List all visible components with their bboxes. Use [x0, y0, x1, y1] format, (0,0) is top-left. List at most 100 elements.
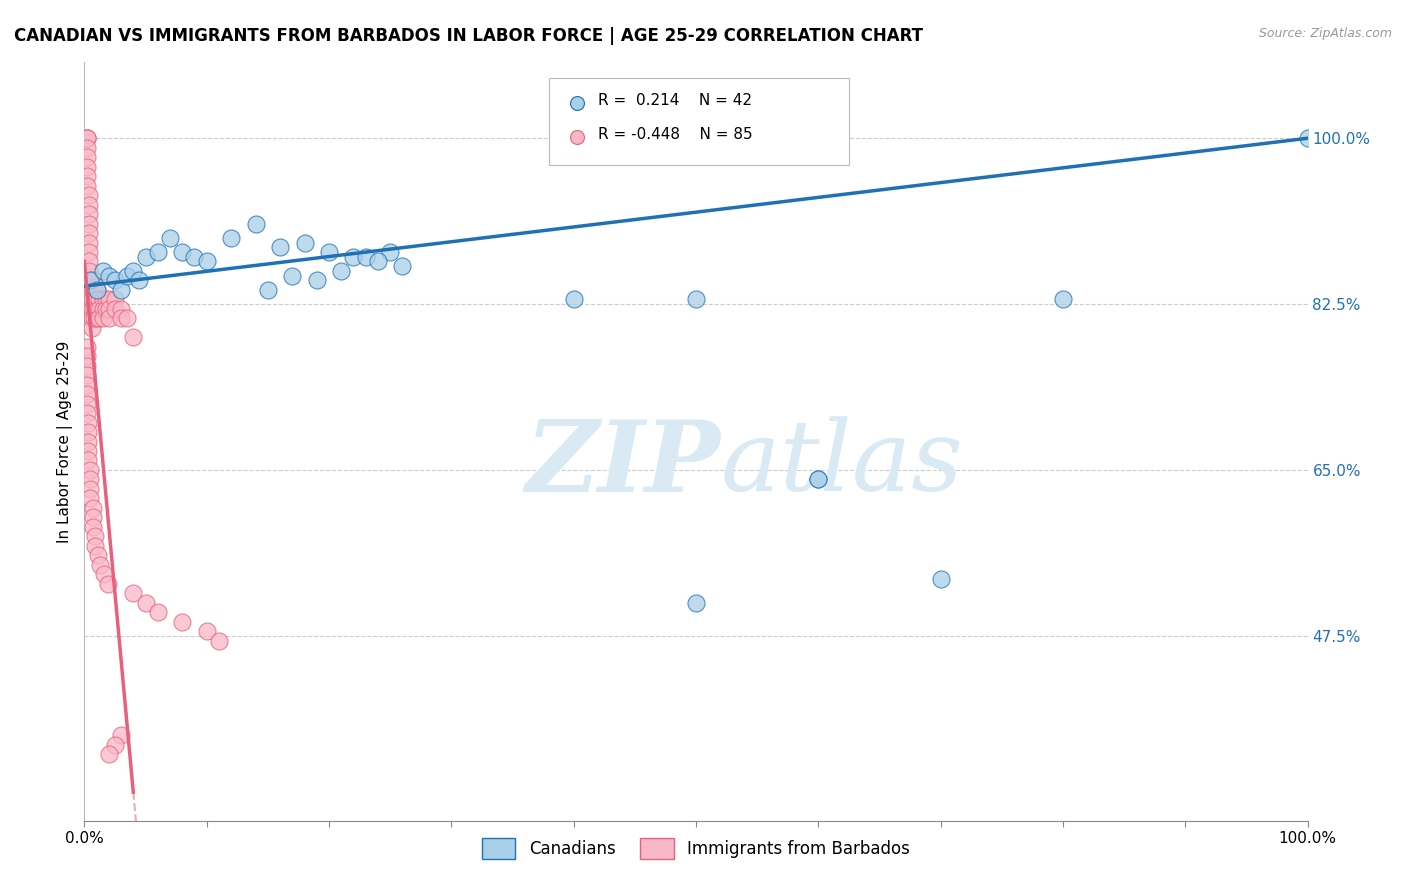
Point [110, 301, 132, 316]
Point [83, 273, 105, 287]
Point [685, 293, 707, 307]
Point [318, 245, 340, 260]
Point [89, 558, 111, 572]
Point [82, 510, 104, 524]
Point [83, 293, 105, 307]
Text: R =  0.214    N = 42: R = 0.214 N = 42 [598, 93, 752, 108]
Point [97, 268, 120, 283]
Point [380, 245, 402, 260]
Point [77, 434, 100, 449]
Point [76, 169, 98, 184]
Point [104, 273, 127, 287]
Point [91, 264, 114, 278]
Point [77, 453, 100, 467]
Point [80, 293, 103, 307]
Point [269, 240, 291, 254]
Point [87, 301, 110, 316]
Point [115, 311, 138, 326]
Point [76, 359, 98, 373]
Point [122, 586, 145, 600]
Point [257, 283, 280, 297]
Point [76, 131, 98, 145]
Point [76, 160, 98, 174]
Point [807, 473, 830, 487]
Point [91, 293, 114, 307]
Point [172, 615, 194, 629]
Point [135, 596, 157, 610]
Point [76, 397, 98, 411]
Point [79, 482, 101, 496]
Point [76, 340, 98, 354]
Point [685, 596, 707, 610]
Point [87, 548, 110, 563]
Point [77, 425, 100, 439]
Point [77, 188, 100, 202]
Point [97, 747, 120, 762]
Point [96, 293, 118, 307]
Point [77, 226, 100, 240]
Point [97, 301, 120, 316]
Legend: Canadians, Immigrants from Barbados: Canadians, Immigrants from Barbados [475, 831, 917, 865]
Point [76, 131, 98, 145]
Point [76, 377, 98, 392]
Point [195, 624, 218, 639]
Text: Source: ZipAtlas.com: Source: ZipAtlas.com [1258, 27, 1392, 40]
Text: R = -0.448    N = 85: R = -0.448 N = 85 [598, 127, 752, 142]
Point [87, 311, 110, 326]
Point [76, 141, 98, 155]
Point [82, 520, 104, 534]
Point [80, 273, 103, 287]
Point [1052, 293, 1074, 307]
Point [97, 311, 120, 326]
Point [135, 250, 157, 264]
Point [82, 500, 104, 515]
Point [79, 491, 101, 506]
Point [391, 259, 413, 273]
Point [128, 273, 150, 287]
Point [567, 224, 589, 238]
Text: CANADIAN VS IMMIGRANTS FROM BARBADOS IN LABOR FORCE | AGE 25-29 CORRELATION CHAR: CANADIAN VS IMMIGRANTS FROM BARBADOS IN … [14, 27, 924, 45]
Point [97, 576, 120, 591]
Point [76, 178, 98, 193]
Point [76, 387, 98, 401]
Point [562, 293, 585, 307]
Point [91, 301, 114, 316]
Point [342, 250, 364, 264]
Point [80, 321, 103, 335]
Point [77, 197, 100, 211]
Point [86, 283, 108, 297]
Point [104, 738, 127, 752]
Point [172, 245, 194, 260]
Point [122, 264, 145, 278]
Point [86, 293, 108, 307]
Text: ZIP: ZIP [526, 416, 720, 513]
Point [77, 264, 100, 278]
Point [77, 444, 100, 458]
Point [80, 311, 103, 326]
Point [76, 131, 98, 145]
Text: atlas: atlas [720, 417, 963, 512]
Point [195, 254, 218, 268]
Point [76, 406, 98, 420]
Point [79, 473, 101, 487]
Point [83, 311, 105, 326]
Point [77, 207, 100, 221]
Point [159, 231, 181, 245]
Point [83, 301, 105, 316]
Point [1296, 131, 1319, 145]
Point [77, 245, 100, 260]
Point [76, 368, 98, 383]
Point [86, 301, 108, 316]
Point [76, 150, 98, 164]
Point [93, 567, 115, 582]
Point [87, 293, 110, 307]
Point [80, 301, 103, 316]
Point [79, 273, 101, 287]
Point [84, 529, 107, 543]
Point [208, 633, 231, 648]
Point [146, 605, 169, 619]
Point [115, 268, 138, 283]
Y-axis label: In Labor Force | Age 25-29: In Labor Force | Age 25-29 [58, 341, 73, 542]
FancyBboxPatch shape [550, 78, 849, 165]
Point [86, 283, 108, 297]
